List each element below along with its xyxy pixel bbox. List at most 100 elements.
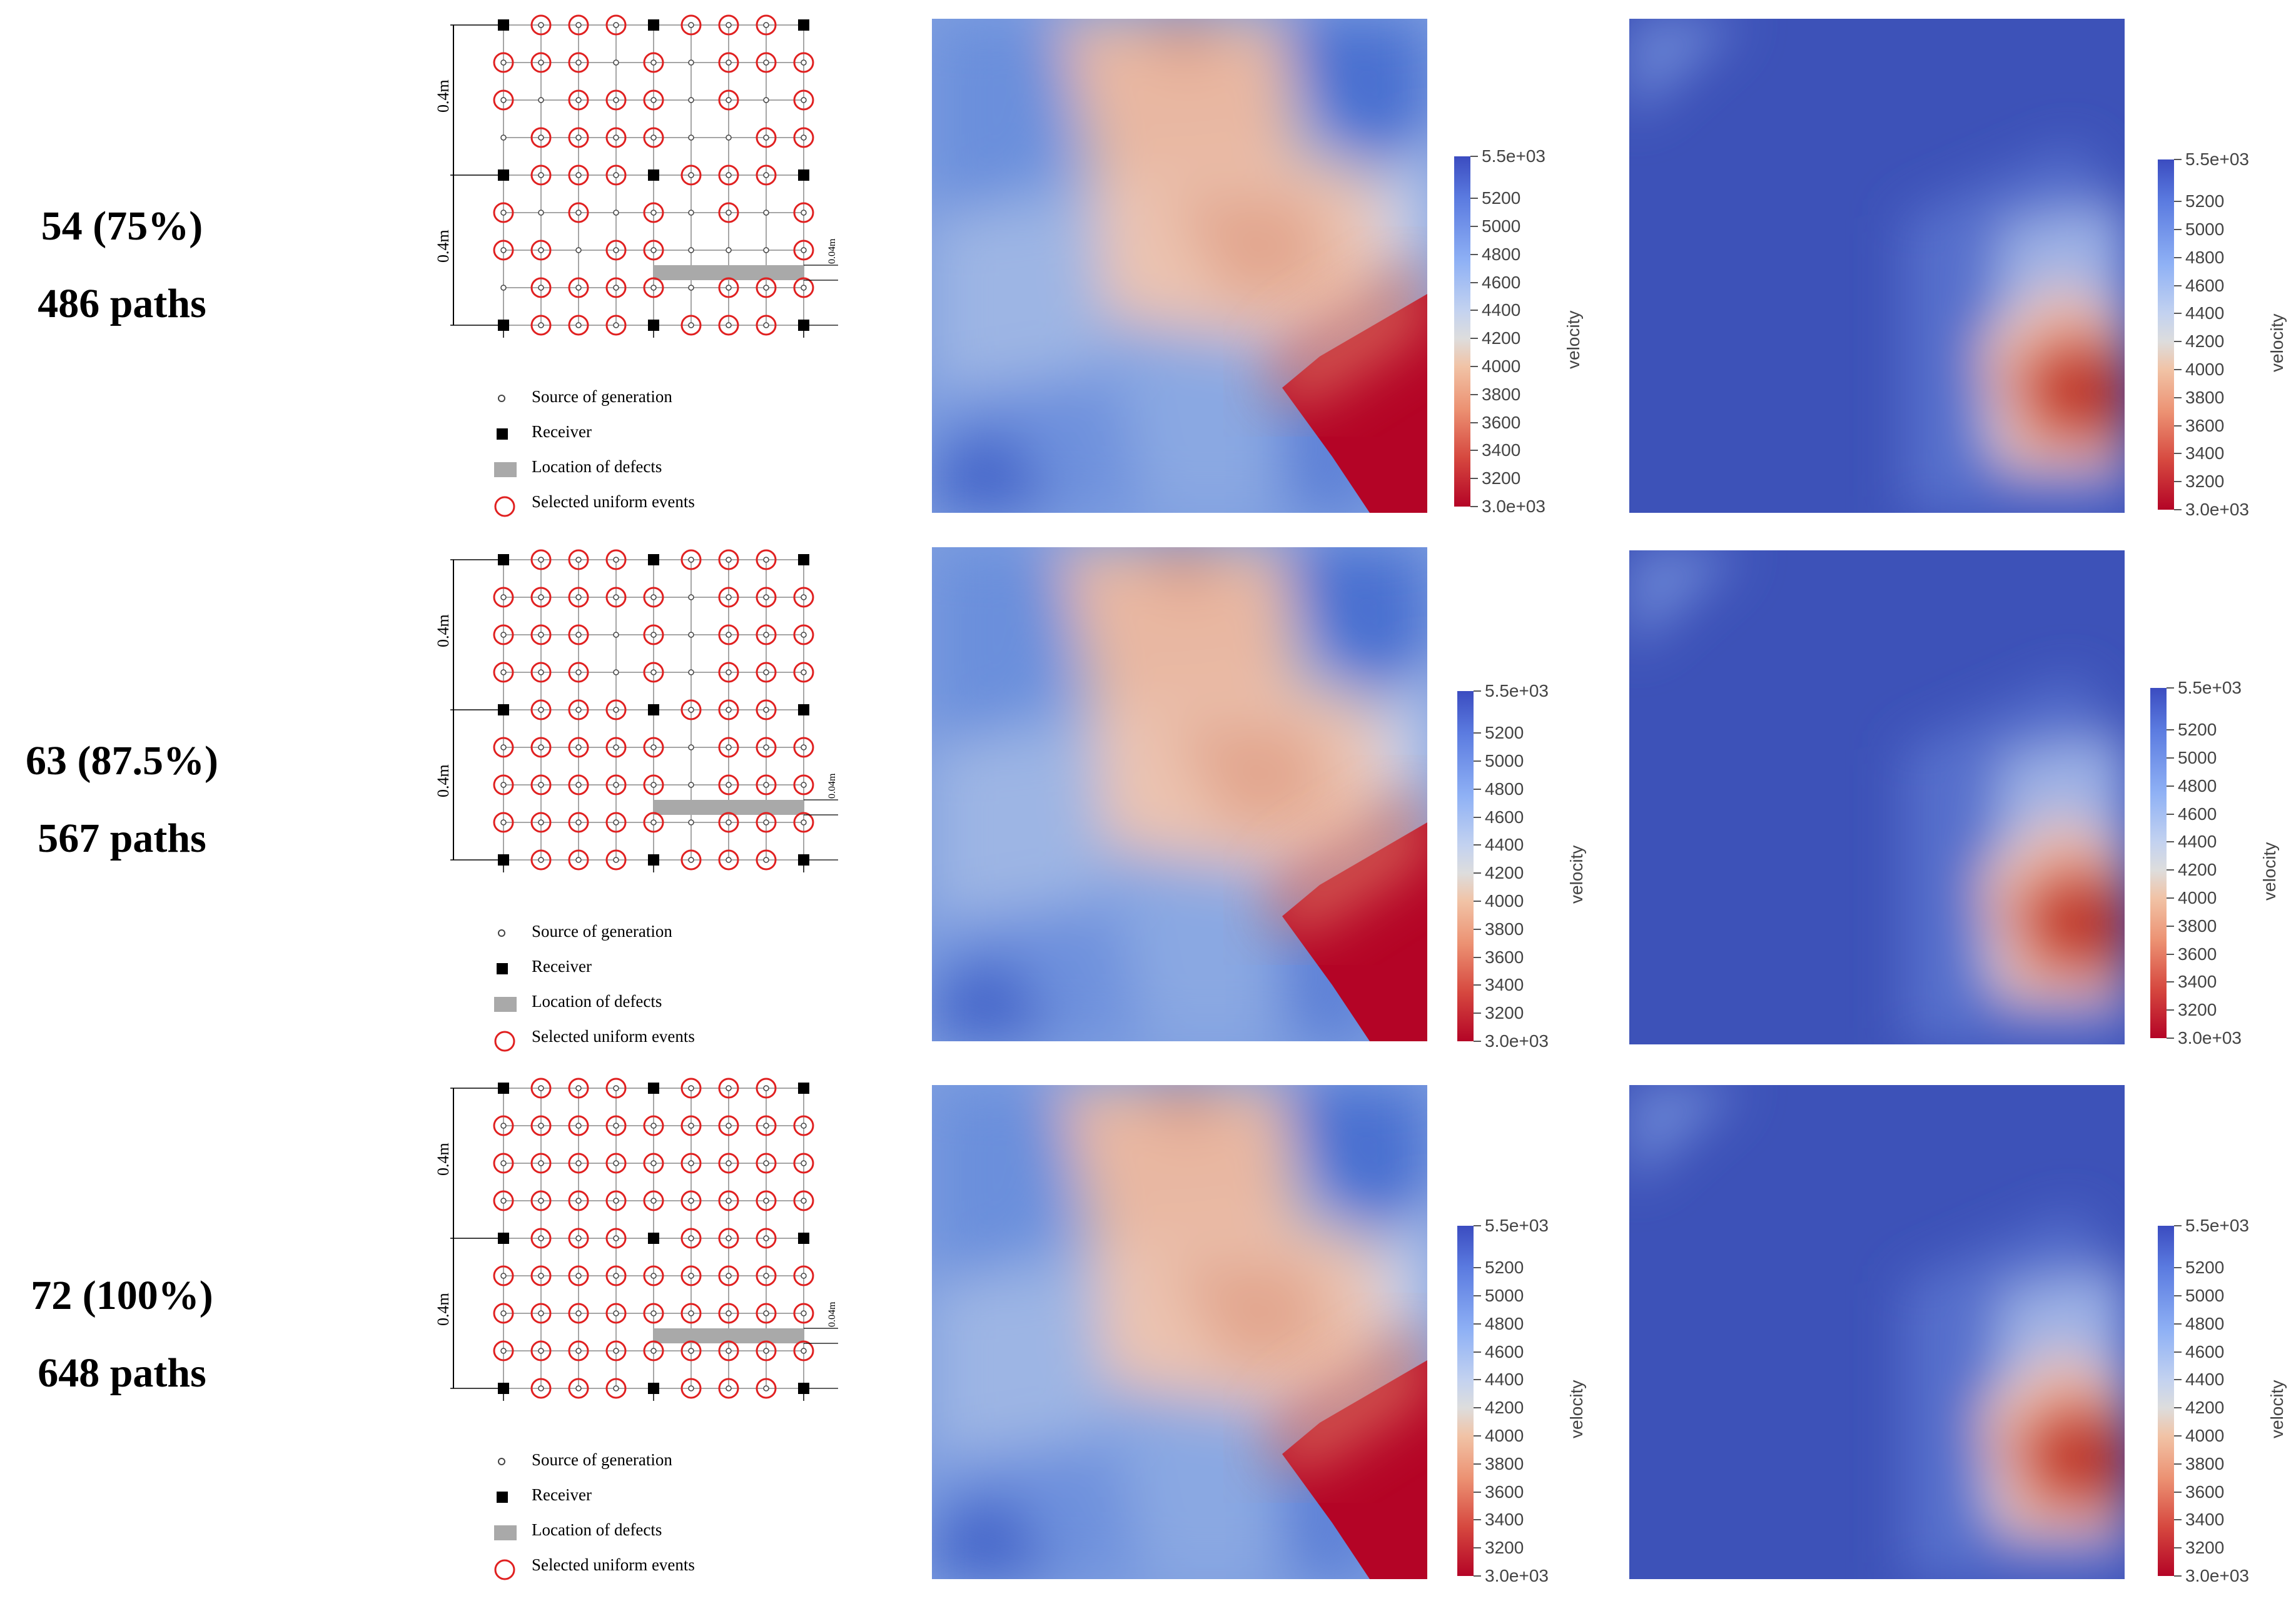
selected-event-marker: [530, 1078, 552, 1099]
source-marker: [613, 744, 619, 750]
source-marker: [726, 1273, 732, 1279]
colorbar-tick-label: 3400: [1485, 975, 1524, 995]
sensor-layout-diagram-2: 0.4m0.4m0.4m0.4m0.1m0.04m0.13mSource of …: [432, 547, 838, 1066]
colorbar-tick-label: 4800: [2185, 1313, 2225, 1333]
source-marker: [538, 744, 544, 750]
colorbar-tick: [2167, 925, 2174, 927]
selected-event-marker: [493, 1340, 514, 1361]
source-marker: [575, 707, 582, 713]
source-marker: [688, 22, 694, 28]
colorbar-tick-label: 5200: [2185, 1258, 2225, 1278]
selected-event-marker: [680, 315, 702, 336]
colorbar-tick-label: 5200: [1485, 1258, 1524, 1278]
colorbar-tick-label: 4000: [2178, 888, 2217, 907]
selected-event-marker: [756, 849, 777, 871]
selected-event-marker: [718, 1228, 739, 1249]
legend-label: Location of defects: [532, 992, 662, 1011]
colorbar-tick-label: 5.5e+03: [1485, 1216, 1549, 1235]
selected-event-marker: [530, 849, 552, 871]
source-marker: [613, 557, 619, 563]
selected-event-marker: [756, 1115, 777, 1136]
source-marker: [726, 172, 732, 178]
source-marker: [500, 1310, 507, 1316]
selected-event-marker: [643, 1153, 664, 1174]
colorbar-tick: [2174, 396, 2182, 398]
colorbar-tick-label: 5000: [1482, 216, 1521, 236]
selected-event-marker: [718, 662, 739, 683]
colorbar-tick: [2174, 425, 2182, 427]
source-marker: [801, 1310, 807, 1316]
colorbar-tick: [1474, 1519, 1481, 1521]
source-marker: [575, 59, 582, 66]
source-marker: [613, 1235, 619, 1241]
dimension-label: 0.4m: [434, 79, 452, 113]
source-marker: [500, 1273, 507, 1279]
receiver-marker: [648, 554, 659, 565]
colorbar-tick-label: 3.0e+03: [2178, 1028, 2242, 1048]
velocity-map-b-row-1: [1629, 19, 2125, 513]
source-marker: [688, 819, 694, 826]
colorbar-title: velocity: [1567, 1380, 1586, 1438]
selected-event-marker: [718, 1190, 739, 1211]
colorbar-tick-label: 4800: [1482, 244, 1521, 264]
source-marker: [613, 857, 619, 863]
colorbar-title: velocity: [2260, 842, 2279, 901]
colorbar-tick: [1474, 1041, 1481, 1042]
selected-event-marker: [568, 1153, 589, 1174]
selected-event-marker: [756, 164, 777, 186]
colorbar-tick-label: 4400: [1485, 1370, 1524, 1390]
source-marker: [613, 172, 619, 178]
selected-event-marker: [493, 1265, 514, 1286]
colorbar-tick-label: 3200: [1482, 468, 1521, 488]
velocity-colorbar: 5.5e+03 5200 5000 4800 4600 4400 4200 4000 3800 3…: [2158, 1216, 2287, 1588]
sensor-grid: 0.4m0.4m0.4m0.4m0.1m0.04m0.13m: [434, 1078, 838, 1401]
source-marker: [801, 97, 807, 103]
colorbar-tick-label: 4400: [2185, 1370, 2225, 1390]
source-marker: [500, 594, 507, 600]
source-marker: [613, 1310, 619, 1316]
source-marker: [500, 210, 507, 216]
colorbar-tick-label: 3.0e+03: [2185, 1566, 2249, 1585]
selected-event-marker: [643, 89, 664, 111]
selected-event-marker: [793, 1115, 814, 1136]
colorbar-tick-label: 3400: [1482, 440, 1521, 460]
source-marker: [575, 557, 582, 563]
source-marker: [613, 707, 619, 713]
colorbar-tick-label: 3600: [2185, 415, 2225, 435]
source-marker: [613, 1160, 619, 1166]
selected-event-marker: [493, 89, 514, 111]
source-marker: [575, 1198, 582, 1204]
colorbar-tick: [1474, 788, 1481, 790]
selected-event-marker: [718, 699, 739, 720]
source-marker: [613, 97, 619, 103]
colorbar-tick-label: 5.5e+03: [1482, 146, 1545, 166]
selected-event-marker: [756, 549, 777, 570]
source-marker: [801, 1123, 807, 1129]
colorbar-gradient: [2158, 159, 2174, 510]
selected-event-marker: [793, 277, 814, 298]
colorbar-tick: [1474, 1547, 1481, 1549]
source-marker: [763, 1310, 769, 1316]
colorbar-tick-label: 3200: [1485, 1003, 1524, 1023]
source-marker: [575, 1385, 582, 1391]
selected-event-marker: [605, 1265, 627, 1286]
source-marker: [575, 1273, 582, 1279]
selected-event-marker: [680, 1303, 702, 1324]
selected-event-marker: [568, 277, 589, 298]
selected-event-marker: [493, 662, 514, 683]
colorbar-tick: [2174, 369, 2182, 370]
colorbar-tick-label: 4400: [2178, 832, 2217, 852]
row-2-label: 63 (87.5%) 567 paths: [0, 722, 244, 877]
source-marker: [538, 285, 544, 291]
source-marker: [801, 210, 807, 216]
selected-event-marker: [493, 812, 514, 833]
source-marker: [650, 59, 657, 66]
source-marker: [688, 1085, 694, 1091]
colorbar-tick-label: 4600: [1485, 807, 1524, 827]
colorbar-tick: [2167, 1009, 2174, 1011]
colorbar-tick: [2174, 1463, 2182, 1465]
dimension-label: 0.4m: [434, 764, 452, 797]
selected-event-marker: [605, 89, 627, 111]
selected-event-marker: [793, 774, 814, 795]
source-marker: [500, 782, 507, 788]
